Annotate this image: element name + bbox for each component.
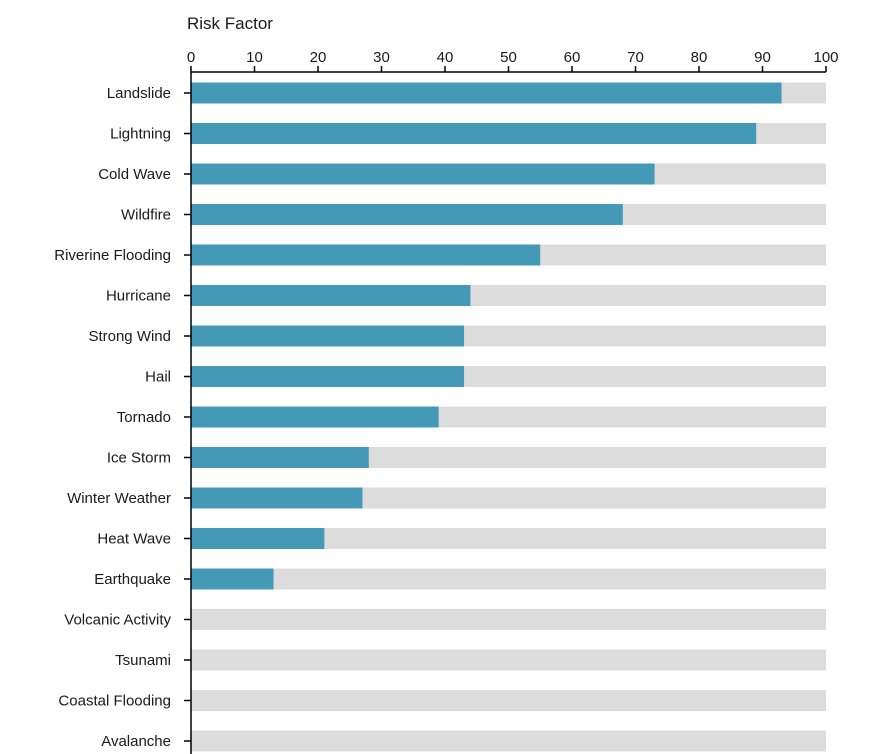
y-axis: Landslide Lightning Cold Wave Wildfire River… — [54, 71, 826, 754]
category-label-hurricane: Hurricane — [106, 288, 171, 305]
bar-earthquake — [191, 568, 274, 590]
track-avalanche — [191, 730, 826, 752]
bars — [191, 82, 782, 590]
x-tick-label: 70 — [627, 49, 644, 66]
category-label-heat-wave: Heat Wave — [97, 531, 171, 548]
track-earthquake — [191, 568, 826, 590]
category-label-avalanche: Avalanche — [101, 733, 171, 750]
x-tick-label: 20 — [310, 49, 327, 66]
bar-cold-wave — [191, 163, 655, 185]
category-label-cold-wave: Cold Wave — [98, 166, 171, 183]
category-label-tsunami: Tsunami — [115, 652, 171, 669]
bar-lightning — [191, 123, 757, 144]
x-tick-label: 90 — [754, 49, 771, 66]
x-axis-title: Risk Factor — [187, 14, 273, 33]
bar-strong-wind — [191, 325, 465, 347]
category-label-ice-storm: Ice Storm — [107, 450, 171, 467]
category-label-wildfire: Wildfire — [121, 207, 171, 224]
category-label-coastal-flooding: Coastal Flooding — [58, 693, 171, 710]
bar-landslide — [191, 82, 782, 104]
category-label-lightning: Lightning — [110, 126, 171, 143]
category-label-tornado: Tornado — [117, 409, 171, 426]
category-label-hail: Hail — [145, 369, 171, 386]
category-label-strong-wind: Strong Wind — [88, 328, 171, 345]
track-volcanic-activity — [191, 609, 826, 630]
x-tick-label: 60 — [564, 49, 581, 66]
track-tsunami — [191, 649, 826, 671]
bar-ice-storm — [191, 447, 369, 468]
category-label-riverine-flooding: Riverine Flooding — [54, 247, 171, 264]
track-coastal-flooding — [191, 690, 826, 711]
x-tick-label: 50 — [500, 49, 517, 66]
x-tick-label: 100 — [813, 49, 838, 66]
category-label-winter-weather: Winter Weather — [67, 490, 171, 507]
x-tick-label: 30 — [373, 49, 390, 66]
bar-winter-weather — [191, 487, 363, 509]
bar-wildfire — [191, 204, 623, 225]
bar-heat-wave — [191, 528, 325, 549]
x-tick-label: 80 — [691, 49, 708, 66]
x-axis-ticks: 0 10 20 30 40 50 60 70 80 90 100 — [187, 49, 839, 72]
x-tick-label: 0 — [187, 49, 195, 66]
category-label-volcanic-activity: Volcanic Activity — [64, 612, 171, 629]
category-label-earthquake: Earthquake — [94, 571, 171, 588]
bar-hail — [191, 366, 465, 387]
category-label-landslide: Landslide — [107, 85, 171, 102]
x-tick-label: 10 — [246, 49, 263, 66]
bar-hurricane — [191, 285, 471, 306]
bar-tornado — [191, 406, 439, 428]
bar-riverine-flooding — [191, 244, 541, 266]
track-heat-wave — [191, 528, 826, 549]
x-tick-label: 40 — [437, 49, 454, 66]
